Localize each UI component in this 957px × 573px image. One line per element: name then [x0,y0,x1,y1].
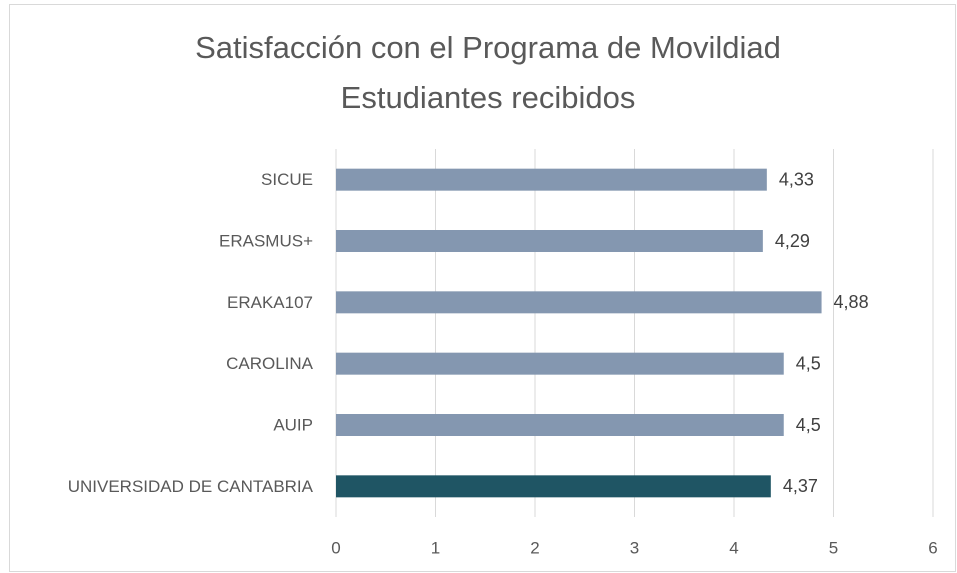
bar [336,230,763,252]
y-tick-label: SICUE [261,170,313,189]
x-tick-label: 0 [331,538,340,557]
chart-subtitle: Estudiantes recibidos [341,80,636,115]
bar [336,414,784,436]
y-tick-label: ERAKA107 [227,293,313,312]
x-tick-label: 4 [729,538,738,557]
data-label: 4,29 [775,231,810,251]
data-label: 4,5 [796,415,821,435]
data-label: 4,37 [783,476,818,496]
bar [336,291,822,314]
x-tick-label: 6 [928,538,937,557]
bar [336,352,784,375]
y-tick-label: CAROLINA [226,354,314,373]
x-tick-label: 1 [431,538,440,557]
y-tick-label: ERASMUS+ [219,231,313,250]
y-tick-label: AUIP [273,415,313,434]
data-label: 4,88 [834,292,869,312]
x-tick-label: 5 [829,538,838,557]
x-tick-label: 2 [530,538,539,557]
data-label: 4,5 [796,353,821,373]
data-label: 4,33 [779,169,814,189]
bar [336,168,767,191]
y-tick-label: UNIVERSIDAD DE CANTABRIA [68,477,314,496]
chart-title: Satisfacción con el Programa de Movildia… [195,30,781,65]
x-tick-label: 3 [630,538,639,557]
bar [336,475,771,498]
